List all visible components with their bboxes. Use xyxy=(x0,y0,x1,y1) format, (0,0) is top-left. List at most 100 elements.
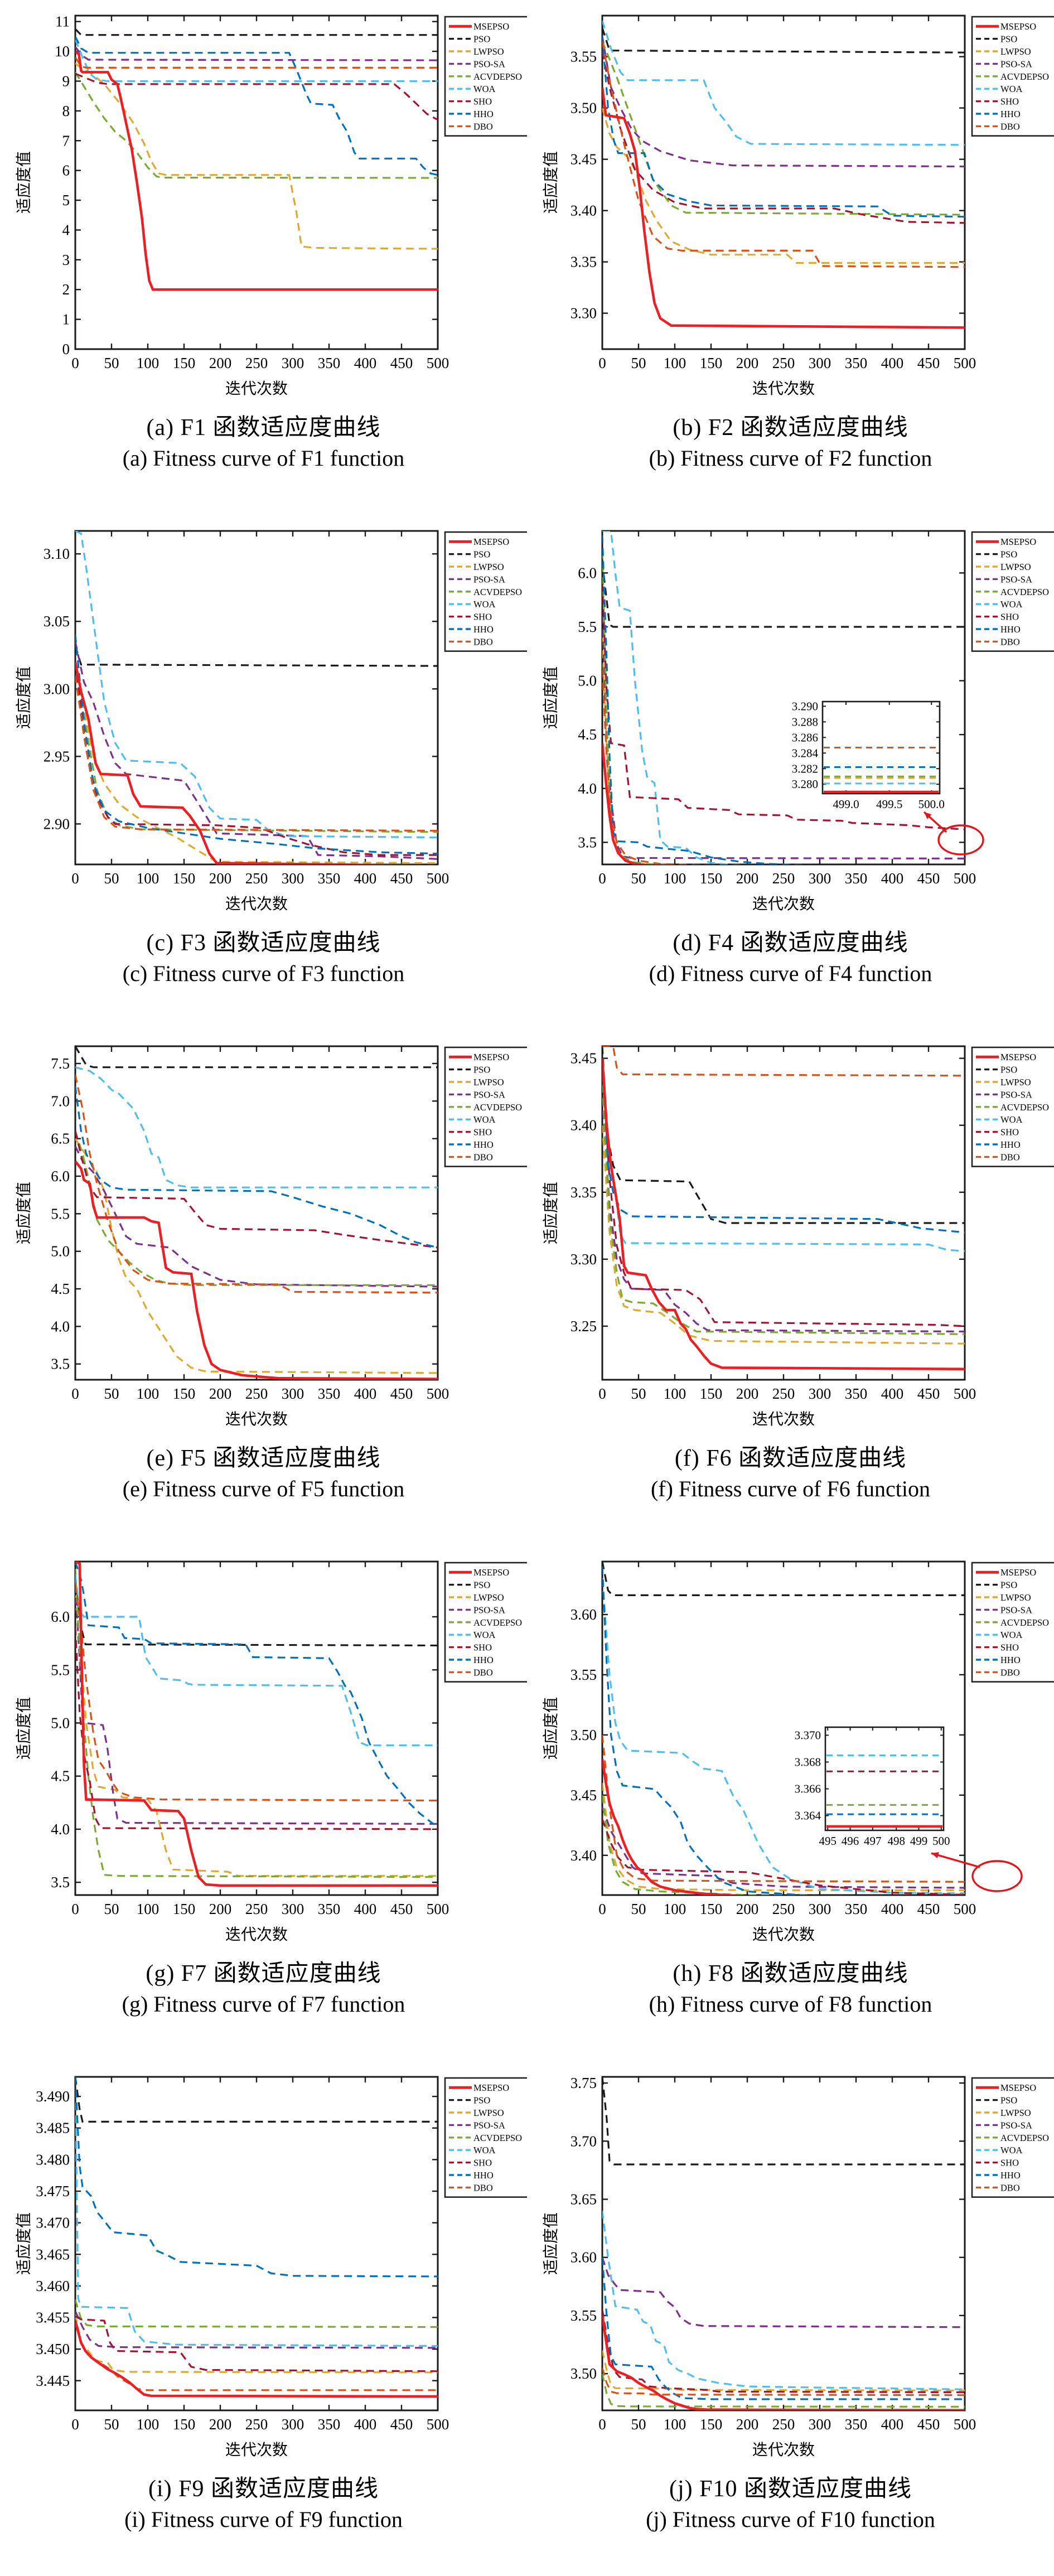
legend-label-LWPSO: LWPSO xyxy=(1000,1077,1031,1088)
x-tick-label: 250 xyxy=(245,1901,268,1917)
series-SHO xyxy=(75,2315,438,2372)
legend-label-LWPSO: LWPSO xyxy=(473,2108,504,2118)
caption-zh-f1: (a) F1 函数适应度曲线 xyxy=(146,415,381,441)
x-tick-label: 200 xyxy=(209,355,232,371)
legend-label-MSEPSO: MSEPSO xyxy=(473,2082,509,2093)
x-tick-label: 350 xyxy=(318,870,341,887)
legend-label-HHO: HHO xyxy=(473,1139,494,1150)
series-WOA xyxy=(75,1066,438,1188)
x-axis-label: 迭代次数 xyxy=(225,1926,288,1944)
series-DBO xyxy=(602,41,965,268)
axes: 0 50 100 150 200 250 300 350 400 450 500 3.5 4.0 4.5 5… xyxy=(51,1045,449,1402)
y-tick-label: 2.90 xyxy=(43,815,70,832)
x-tick-label: 150 xyxy=(173,2416,196,2433)
y-tick-label: 3.5 xyxy=(51,1874,70,1891)
y-tick-label: 7.5 xyxy=(51,1055,70,1072)
series-lines xyxy=(602,20,965,329)
caption-zh-f10: (j) F10 函数适应度曲线 xyxy=(669,2476,912,2502)
series-WOA xyxy=(602,20,965,146)
inset-x-tick-label: 498 xyxy=(887,1834,905,1848)
legend-label-PSO: PSO xyxy=(473,549,490,560)
y-tick-label: 3.55 xyxy=(570,1666,597,1683)
x-tick-label: 100 xyxy=(137,870,159,887)
x-tick-label: 400 xyxy=(881,1901,904,1917)
series-lines xyxy=(602,1046,965,1371)
y-tick-label: 3.475 xyxy=(36,2183,70,2200)
series-SHO xyxy=(602,1819,965,1895)
caption-en-f3: (c) Fitness curve of F3 function xyxy=(122,961,405,986)
x-axis-label: 迭代次数 xyxy=(225,2441,288,2459)
series-lines xyxy=(602,2077,965,2410)
x-tick-label: 450 xyxy=(390,870,413,887)
x-tick-label: 200 xyxy=(209,2416,232,2433)
series-LWPSO xyxy=(75,2314,438,2374)
arrow-head xyxy=(924,812,932,819)
series-MSEPSO xyxy=(75,1562,438,1887)
series-HHO xyxy=(602,535,817,864)
series-SHO xyxy=(602,51,965,224)
series-PSO-SA xyxy=(75,46,438,61)
series-DBO xyxy=(602,1734,965,1883)
x-tick-label: 450 xyxy=(390,355,413,371)
x-tick-label: 400 xyxy=(354,1385,377,1402)
y-tick-label: 3.45 xyxy=(570,151,597,168)
x-tick-label: 500 xyxy=(427,355,449,371)
y-tick-label: 5.0 xyxy=(578,673,597,689)
legend-label-PSO-SA: PSO-SA xyxy=(1000,1604,1032,1615)
highlight-circle xyxy=(971,1860,1023,1892)
x-tick-label: 100 xyxy=(137,1901,159,1917)
legend-label-ACVDEPSO: ACVDEPSO xyxy=(1000,1102,1049,1113)
legend-label-SHO: SHO xyxy=(1000,1127,1019,1138)
inset-axes: 3.280 3.282 3.284 3.286 3.288 3.290 499.0 499.5… xyxy=(792,699,945,811)
legend-label-HHO: HHO xyxy=(1000,1139,1021,1150)
series-ACVDEPSO xyxy=(602,41,965,216)
x-tick-label: 0 xyxy=(71,1385,79,1402)
series-SHO xyxy=(75,73,438,121)
series-HHO xyxy=(75,1562,438,1828)
series-WOA xyxy=(602,2211,965,2390)
x-tick-label: 100 xyxy=(664,1385,686,1402)
axes: 0 50 100 150 200 250 300 350 400 450 500 0 1 2 3 4 5 6 7 8 9… xyxy=(55,13,449,371)
x-tick-label: 300 xyxy=(282,1385,304,1402)
y-tick-label: 3.455 xyxy=(36,2309,70,2326)
caption-en-f4: (d) Fitness curve of F4 function xyxy=(649,961,932,986)
legend-label-SHO: SHO xyxy=(473,1642,492,1653)
x-tick-label: 300 xyxy=(282,1901,304,1917)
x-tick-label: 450 xyxy=(917,870,940,887)
inset-y-tick-label: 3.284 xyxy=(792,746,819,760)
legend-label-LWPSO: LWPSO xyxy=(1000,1592,1031,1603)
x-tick-label: 450 xyxy=(917,355,940,371)
y-tick-label: 3.40 xyxy=(570,202,597,219)
x-tick-label: 300 xyxy=(809,1385,831,1402)
y-tick-label: 5.5 xyxy=(51,1205,70,1222)
legend-label-PSO: PSO xyxy=(473,1065,490,1075)
legend-label-LWPSO: LWPSO xyxy=(473,1077,504,1088)
series-DBO xyxy=(75,1584,438,1802)
legend-label-ACVDEPSO: ACVDEPSO xyxy=(1000,1617,1049,1628)
series-HHO xyxy=(602,2257,965,2400)
legend-label-PSO: PSO xyxy=(1000,2095,1017,2106)
legend-label-HHO: HHO xyxy=(473,2170,494,2181)
series-PSO-SA xyxy=(602,36,965,168)
x-axis-label: 迭代次数 xyxy=(752,380,815,398)
x-tick-label: 0 xyxy=(71,870,79,887)
series-HHO xyxy=(602,36,965,218)
series-SHO xyxy=(75,1627,438,1830)
legend-label-ACVDEPSO: ACVDEPSO xyxy=(1000,71,1049,82)
legend-label-HHO: HHO xyxy=(1000,2170,1021,2181)
series-WOA xyxy=(75,39,438,83)
x-axis-label: 迭代次数 xyxy=(752,1410,815,1428)
x-tick-label: 350 xyxy=(845,355,868,371)
inset-x-tick-label: 499.0 xyxy=(833,798,859,811)
caption-zh-f9: (i) F9 函数适应度曲线 xyxy=(148,2476,379,2502)
legend-label-WOA: WOA xyxy=(1000,1630,1022,1640)
x-tick-label: 150 xyxy=(700,1385,723,1402)
legend-label-LWPSO: LWPSO xyxy=(1000,2108,1031,2118)
series-SHO xyxy=(602,2309,965,2394)
legend-label-PSO-SA: PSO-SA xyxy=(473,2120,505,2130)
series-ACVDEPSO xyxy=(75,661,438,833)
series-PSO-SA xyxy=(602,1098,965,1333)
x-tick-label: 0 xyxy=(598,1901,606,1917)
